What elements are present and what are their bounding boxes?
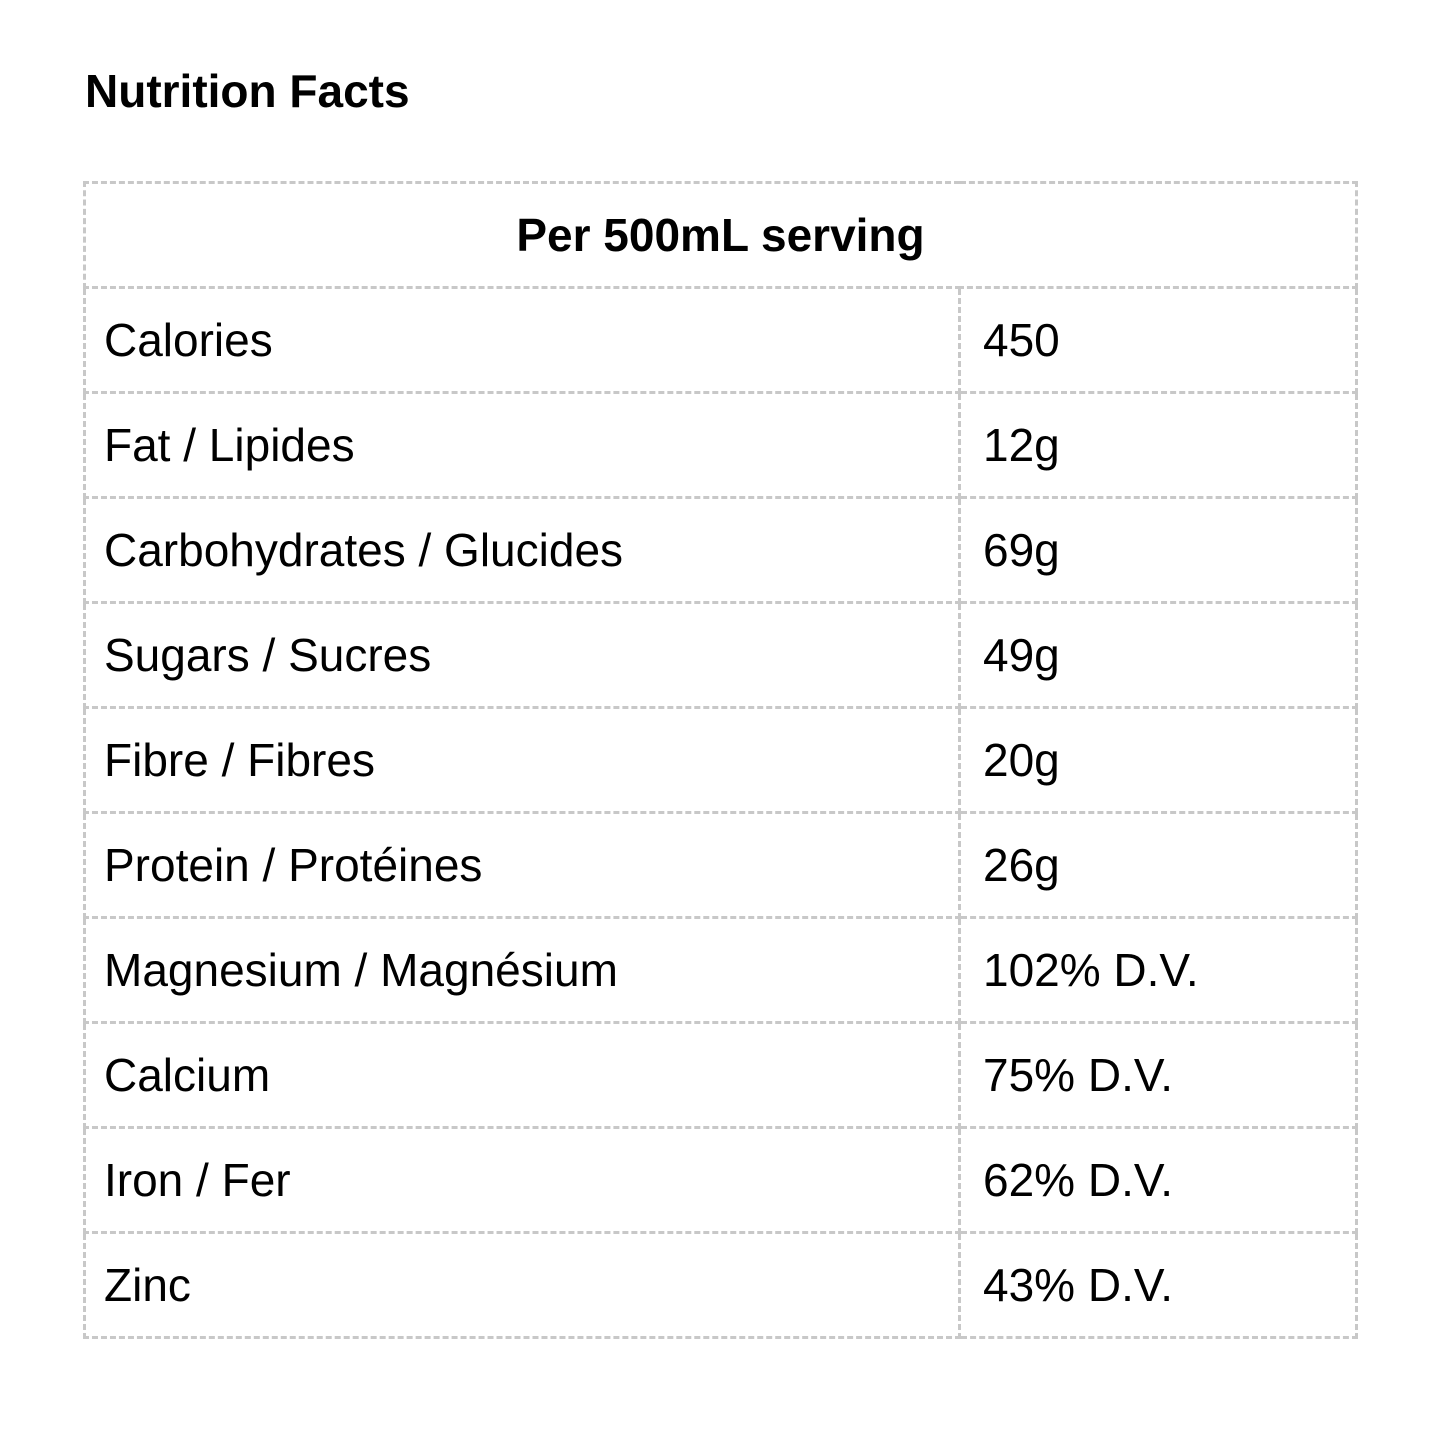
serving-size-header: Per 500mL serving bbox=[83, 181, 1358, 289]
nutrient-value: 102% D.V. bbox=[958, 916, 1358, 1024]
table-row: Protein / Protéines 26g bbox=[83, 811, 1358, 919]
table-row: Calcium 75% D.V. bbox=[83, 1021, 1358, 1129]
table-row: Fat / Lipides 12g bbox=[83, 391, 1358, 499]
page-title: Nutrition Facts bbox=[85, 65, 410, 117]
table-row: Sugars / Sucres 49g bbox=[83, 601, 1358, 709]
nutrient-value: 450 bbox=[958, 286, 1358, 394]
nutrient-label: Sugars / Sucres bbox=[83, 601, 961, 709]
nutrient-value: 43% D.V. bbox=[958, 1231, 1358, 1339]
table-row: Zinc 43% D.V. bbox=[83, 1231, 1358, 1339]
nutrition-facts-table: Per 500mL serving Calories 450 Fat / Lipid… bbox=[83, 181, 1358, 1339]
nutrient-value: 26g bbox=[958, 811, 1358, 919]
table-row: Iron / Fer 62% D.V. bbox=[83, 1126, 1358, 1234]
nutrient-value: 49g bbox=[958, 601, 1358, 709]
nutrient-label: Magnesium / Magnésium bbox=[83, 916, 961, 1024]
nutrient-label: Fat / Lipides bbox=[83, 391, 961, 499]
nutrient-label: Calories bbox=[83, 286, 961, 394]
table-row: Calories 450 bbox=[83, 286, 1358, 394]
nutrient-label: Protein / Protéines bbox=[83, 811, 961, 919]
nutrition-table-body: Calories 450 Fat / Lipides 12g Carbohydrates… bbox=[83, 286, 1358, 1339]
nutrient-label: Carbohydrates / Glucides bbox=[83, 496, 961, 604]
table-row: Fibre / Fibres 20g bbox=[83, 706, 1358, 814]
serving-header-row: Per 500mL serving bbox=[83, 181, 1358, 289]
table-row: Carbohydrates / Glucides 69g bbox=[83, 496, 1358, 604]
nutrient-value: 75% D.V. bbox=[958, 1021, 1358, 1129]
table-row: Magnesium / Magnésium 102% D.V. bbox=[83, 916, 1358, 1024]
nutrient-value: 12g bbox=[958, 391, 1358, 499]
nutrient-label: Calcium bbox=[83, 1021, 961, 1129]
nutrient-value: 20g bbox=[958, 706, 1358, 814]
nutrient-label: Fibre / Fibres bbox=[83, 706, 961, 814]
nutrient-value: 69g bbox=[958, 496, 1358, 604]
nutrient-label: Zinc bbox=[83, 1231, 961, 1339]
nutrient-value: 62% D.V. bbox=[958, 1126, 1358, 1234]
nutrient-label: Iron / Fer bbox=[83, 1126, 961, 1234]
